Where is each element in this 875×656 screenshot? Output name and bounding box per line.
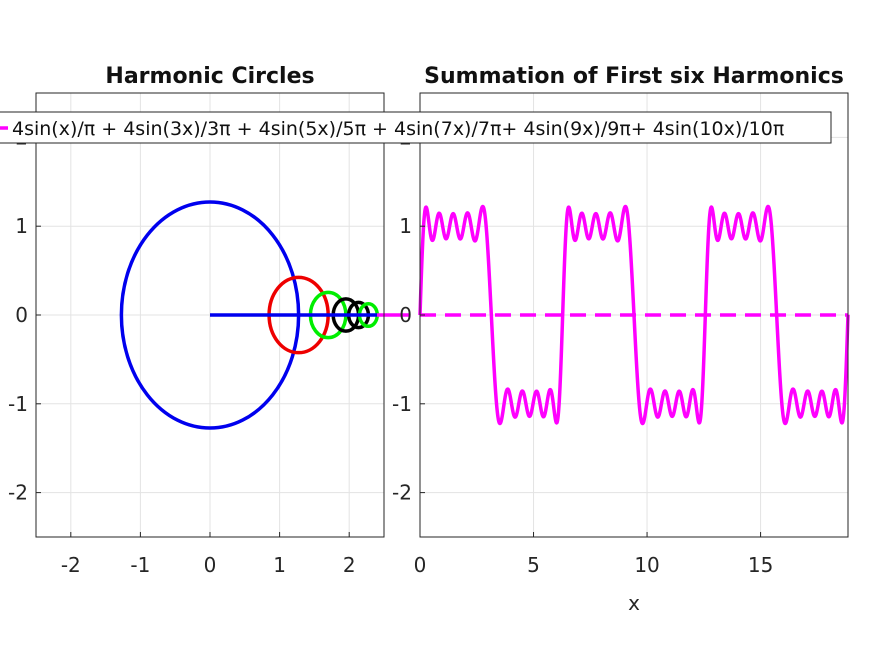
- legend-entry-label: 4sin(x)/π + 4sin(3x)/3π + 4sin(5x)/5π + …: [12, 118, 784, 140]
- right-y-tick-label: 0: [399, 303, 412, 327]
- left-x-tick-label: -1: [130, 553, 150, 577]
- right-x-axis-label: x: [628, 591, 640, 615]
- right-chart-title: Summation of First six Harmonics: [424, 64, 844, 89]
- legend: 4sin(x)/π + 4sin(3x)/3π + 4sin(5x)/5π + …: [0, 111, 832, 144]
- left-x-tick-labels: -2 -1 0 1 2: [61, 532, 356, 577]
- harmonic-circles-axes: -2 -1 0 1 2 -2 -1 0 1 2 Harmonic Circles: [8, 64, 410, 577]
- left-y-tick-label: -2: [8, 481, 28, 505]
- left-plot-area: [119, 200, 410, 430]
- left-chart-title: Harmonic Circles: [105, 64, 314, 89]
- right-x-tick-label: 0: [414, 553, 427, 577]
- right-x-tick-label: 10: [634, 553, 659, 577]
- right-plot-area: [418, 204, 850, 426]
- legend-box: [0, 111, 832, 144]
- right-x-tick-label: 15: [748, 553, 773, 577]
- left-x-tick-label: 2: [343, 553, 356, 577]
- left-y-tick-label: 1: [15, 214, 28, 238]
- right-x-tick-labels: 0 5 10 15: [414, 532, 773, 577]
- left-x-tick-label: 0: [204, 553, 217, 577]
- left-y-tick-label: -1: [8, 392, 28, 416]
- right-y-tick-label: -1: [392, 392, 412, 416]
- harmonic-sum-series: [418, 204, 850, 426]
- left-x-tick-label: 1: [273, 553, 286, 577]
- right-y-tick-label: -2: [392, 481, 412, 505]
- left-x-tick-label: -2: [61, 553, 81, 577]
- right-y-tick-label: 1: [399, 214, 412, 238]
- left-y-tick-label: 0: [15, 303, 28, 327]
- right-x-tick-label: 5: [527, 553, 540, 577]
